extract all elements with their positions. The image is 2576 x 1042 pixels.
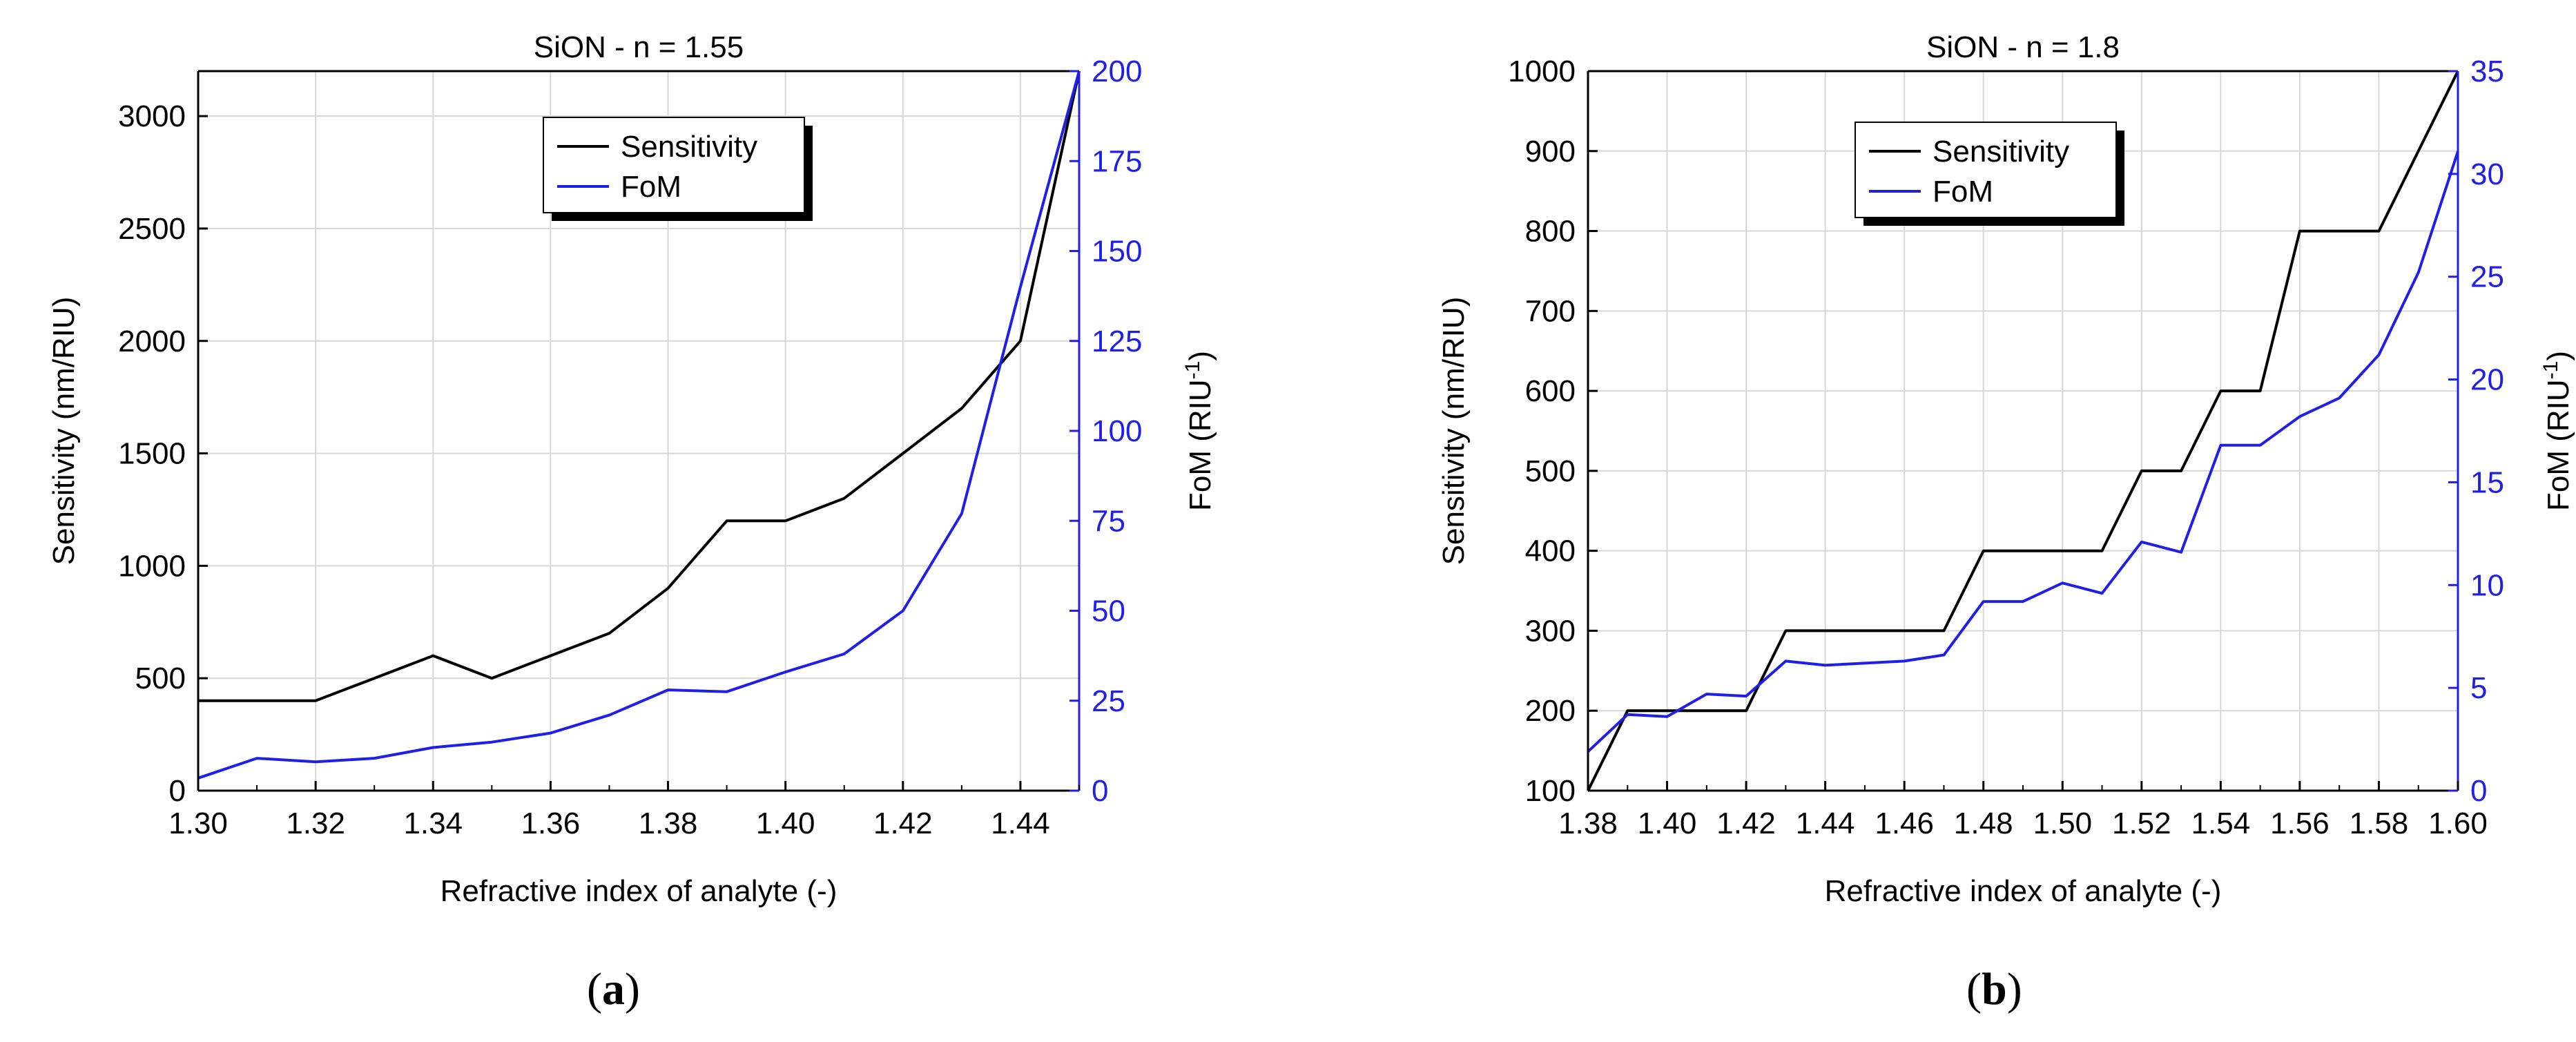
chart-b-y2label: FoM (RIU-1) [2539,351,2575,511]
chart-b-y2tick-label: 10 [2470,568,2504,602]
chart-a-ytick-label: 3000 [118,99,186,133]
chart-a-ytick-label: 1000 [118,549,186,583]
chart-a-y2tick-label: 200 [1092,55,1142,88]
chart-b-y2tick-label: 5 [2470,671,2487,705]
chart-b-xtick-label: 1.40 [1638,807,1697,840]
chart-b-xtick-label: 1.46 [1875,807,1934,840]
chart-a-y2tick-label: 75 [1092,504,1125,538]
chart-a-ytick-label: 2500 [118,212,186,246]
chart-a-y2label-main: FoM (RIU [1183,379,1217,511]
chart-b-xtick-label: 1.60 [2428,807,2488,840]
chart-b-xtick-label: 1.50 [2033,807,2092,840]
chart-a-ytick-label: 1500 [118,437,186,471]
caption-b-letter: b [1981,964,2007,1014]
chart-a-y2tick-label: 100 [1092,414,1142,448]
chart-a-y2label-sup: -1 [1181,361,1204,380]
chart-b-ytick-label: 200 [1525,694,1576,728]
chart-b-xtick-label: 1.58 [2350,807,2409,840]
chart-a-ytick-label: 500 [135,662,186,695]
chart-b-xtick-label: 1.38 [1558,807,1618,840]
chart-a-y2tick-label: 25 [1092,684,1125,718]
chart-a-legend-box [543,117,805,213]
caption-a-open: ( [587,964,602,1014]
caption-b: (b) [1966,963,2022,1016]
chart-a-group: 1.30 1.32 1.34 1.36 1.38 1.40 1.42 1.4405001000… [47,30,1217,908]
chart-a-xtick-label: 1.42 [873,807,933,840]
chart-a-title: SiON - n = 1.55 [534,30,744,64]
chart-a-xlabel: Refractive index of analyte (-) [440,874,837,908]
chart-a-xtick-label: 1.30 [168,807,228,840]
chart-a-legend: Sensitivity FoM [543,117,813,221]
chart-b-y2tick-label: 30 [2470,157,2504,191]
chart-a-xtick-label: 1.44 [991,807,1050,840]
chart-a-y2label: FoM (RIU-1) [1181,351,1217,511]
chart-a-series-sensitivity-line [198,70,1081,702]
chart-b-legend-box [1854,122,2117,218]
chart-b-xtick-label: 1.48 [1954,807,2013,840]
caption-a-letter: a [601,964,625,1014]
chart-b-series-sensitivity-line [1587,70,2459,791]
chart-a-legend-label-fom: FoM [621,170,681,204]
chart-b-title: SiON - n = 1.8 [1926,30,2120,64]
chart-a-y2tick-label: 50 [1092,595,1125,628]
chart-a-y2tick-label: 125 [1092,325,1142,358]
chart-b-y2label-main: FoM (RIU [2541,379,2575,511]
chart-b-y2tick-label: 15 [2470,465,2504,499]
chart-b-ytick-label: 400 [1525,534,1576,568]
chart-b-y2label-sup: -1 [2539,361,2562,380]
chart-b-y2tick-label: 35 [2470,55,2504,88]
chart-a-xtick-label: 1.32 [286,807,345,840]
chart-b-ytick-label: 600 [1525,374,1576,408]
caption-a: (a) [587,963,640,1016]
chart-a-ytick-label: 2000 [118,325,186,358]
chart-b-group: 1.38 1.40 1.42 1.44 1.46 1.48 1.50 1.52 1.54 1.56… [1437,30,2575,908]
chart-a-y2tick-label: 175 [1092,144,1142,178]
chart-b-ytick-label: 900 [1525,135,1576,168]
chart-b-ytick-label: 500 [1525,454,1576,488]
chart-a-ylabel: Sensitivity (nm/RIU) [47,297,81,566]
chart-b-ytick-label: 300 [1525,614,1576,648]
chart-b-y2tick-label: 0 [2470,774,2487,808]
chart-a-xtick-label: 1.40 [756,807,815,840]
caption-b-open: ( [1966,964,1982,1014]
chart-a-xtick-label: 1.38 [639,807,698,840]
chart-b-y2label-end: ) [2541,351,2575,361]
chart-a-y2label-end: ) [1183,351,1217,361]
chart-a-y2tick-label: 150 [1092,235,1142,269]
chart-b-ytick-label: 1000 [1508,55,1576,88]
chart-a-series-fom-line [197,70,1081,780]
chart-b-xtick-label: 1.54 [2191,807,2251,840]
chart-b-y2tick-label: 20 [2470,363,2504,397]
chart-b-legend-label-sensitivity: Sensitivity [1933,135,2069,168]
chart-a-legend-label-sensitivity: Sensitivity [621,130,757,164]
caption-b-close: ) [2006,964,2022,1014]
chart-b-xtick-label: 1.44 [1796,807,1855,840]
chart-b-xlabel: Refractive index of analyte (-) [1825,874,2222,908]
chart-b-ytick-label: 800 [1525,215,1576,249]
chart-b-y2tick-label: 25 [2470,260,2504,294]
chart-b-legend: Sensitivity FoM [1854,122,2124,226]
chart-b-xtick-label: 1.56 [2270,807,2330,840]
chart-b-series-fom-line [1587,151,2459,753]
chart-a-xtick-label: 1.36 [521,807,581,840]
chart-b-ylabel: Sensitivity (nm/RIU) [1437,297,1471,566]
chart-b-ytick-label: 100 [1525,774,1576,808]
chart-b-ytick-label: 700 [1525,294,1576,328]
chart-a-xtick-label: 1.34 [403,807,463,840]
chart-a-y2tick-label: 0 [1092,774,1108,808]
chart-b-xtick-label: 1.52 [2112,807,2171,840]
chart-b-xtick-label: 1.42 [1716,807,1776,840]
chart-b-legend-label-fom: FoM [1933,175,1993,209]
caption-a-close: ) [624,964,640,1014]
chart-a-ytick-label: 0 [169,774,186,808]
